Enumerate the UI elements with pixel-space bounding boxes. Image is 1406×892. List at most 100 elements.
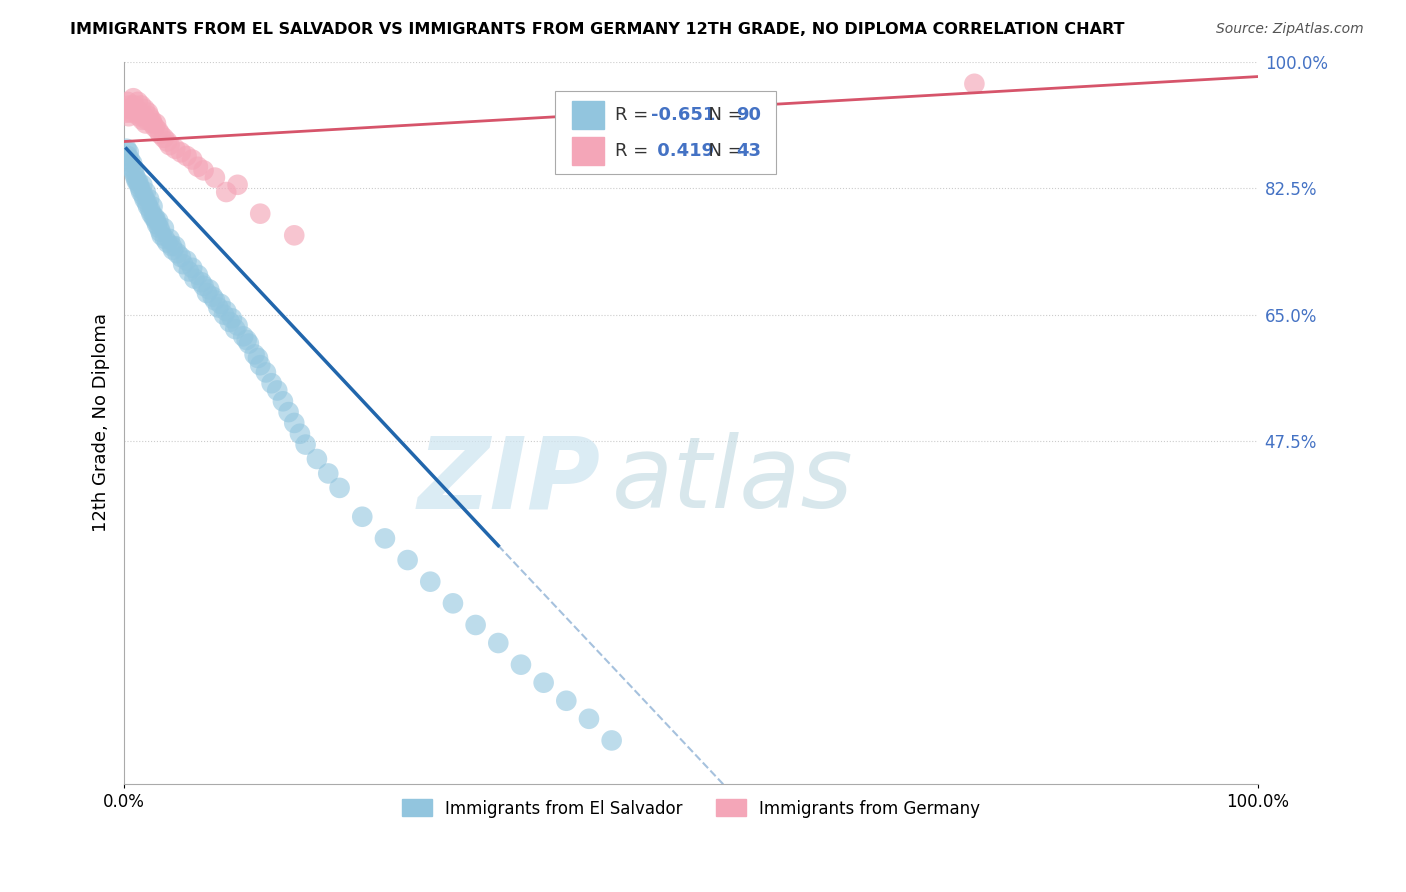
Point	[115, 105, 138, 120]
FancyBboxPatch shape	[555, 91, 776, 174]
Point	[124, 102, 146, 116]
Point	[198, 282, 221, 296]
Point	[183, 271, 205, 285]
Y-axis label: 12th Grade, No Diploma: 12th Grade, No Diploma	[93, 313, 110, 533]
Point	[246, 351, 269, 365]
Point	[232, 329, 254, 343]
Point	[148, 124, 170, 138]
Point	[129, 98, 152, 112]
Point	[533, 675, 555, 690]
Point	[135, 116, 157, 130]
Point	[153, 131, 176, 145]
Point	[120, 105, 142, 120]
Point	[127, 95, 149, 109]
Point	[486, 636, 509, 650]
Text: N =: N =	[696, 142, 748, 160]
Point	[138, 192, 160, 206]
Point	[294, 437, 316, 451]
Point	[125, 174, 148, 188]
Point	[352, 509, 374, 524]
Point	[195, 286, 218, 301]
Legend: Immigrants from El Salvador, Immigrants from Germany: Immigrants from El Salvador, Immigrants …	[394, 791, 988, 826]
Point	[145, 214, 167, 228]
Point	[226, 178, 249, 192]
Point	[578, 712, 600, 726]
Point	[283, 228, 305, 243]
Point	[129, 105, 152, 120]
Point	[124, 170, 146, 185]
Point	[226, 318, 249, 333]
Point	[131, 178, 153, 192]
Text: R =: R =	[614, 106, 654, 124]
Point	[254, 366, 277, 380]
Point	[135, 195, 157, 210]
Point	[963, 77, 986, 91]
Point	[190, 275, 212, 289]
Point	[283, 416, 305, 430]
Text: -0.651: -0.651	[651, 106, 716, 124]
Point	[141, 207, 163, 221]
Point	[134, 102, 156, 116]
Point	[146, 218, 169, 232]
Point	[132, 109, 155, 123]
Point	[142, 211, 165, 225]
Point	[124, 167, 146, 181]
Text: R =: R =	[614, 142, 654, 160]
Point	[131, 112, 153, 127]
Point	[120, 160, 142, 174]
Point	[277, 405, 299, 419]
Point	[139, 203, 162, 218]
Text: 0.419: 0.419	[651, 142, 714, 160]
Point	[141, 112, 163, 127]
Point	[215, 185, 238, 199]
Point	[135, 112, 157, 127]
Point	[153, 232, 176, 246]
Point	[150, 228, 173, 243]
Text: N =: N =	[696, 106, 748, 124]
Point	[204, 293, 226, 308]
Point	[396, 553, 419, 567]
Point	[238, 336, 260, 351]
Point	[136, 105, 159, 120]
Point	[224, 322, 246, 336]
Point	[156, 235, 179, 250]
Point	[145, 116, 167, 130]
Point	[138, 109, 160, 123]
Point	[143, 211, 166, 225]
Point	[176, 149, 198, 163]
Point	[170, 145, 193, 160]
Point	[187, 160, 209, 174]
Point	[122, 91, 145, 105]
Point	[118, 109, 141, 123]
Point	[118, 153, 141, 167]
Bar	[572, 137, 603, 165]
Point	[249, 358, 271, 372]
Text: ZIP: ZIP	[418, 432, 600, 529]
Point	[172, 257, 194, 271]
Point	[142, 116, 165, 130]
Point	[419, 574, 441, 589]
Point	[209, 297, 232, 311]
Point	[600, 733, 623, 747]
Point	[148, 214, 170, 228]
Point	[510, 657, 533, 672]
Point	[177, 264, 200, 278]
Point	[193, 163, 215, 178]
Point	[193, 278, 215, 293]
Point	[441, 596, 464, 610]
Point	[129, 185, 152, 199]
Point	[181, 153, 204, 167]
Point	[143, 120, 166, 134]
Point	[266, 384, 288, 398]
Point	[160, 239, 183, 253]
Point	[260, 376, 283, 391]
Text: atlas: atlas	[612, 432, 853, 529]
Point	[125, 105, 148, 120]
Point	[181, 260, 204, 275]
Point	[115, 142, 138, 156]
Point	[127, 174, 149, 188]
Point	[148, 221, 170, 235]
Point	[117, 149, 139, 163]
Point	[204, 170, 226, 185]
Point	[464, 618, 486, 632]
